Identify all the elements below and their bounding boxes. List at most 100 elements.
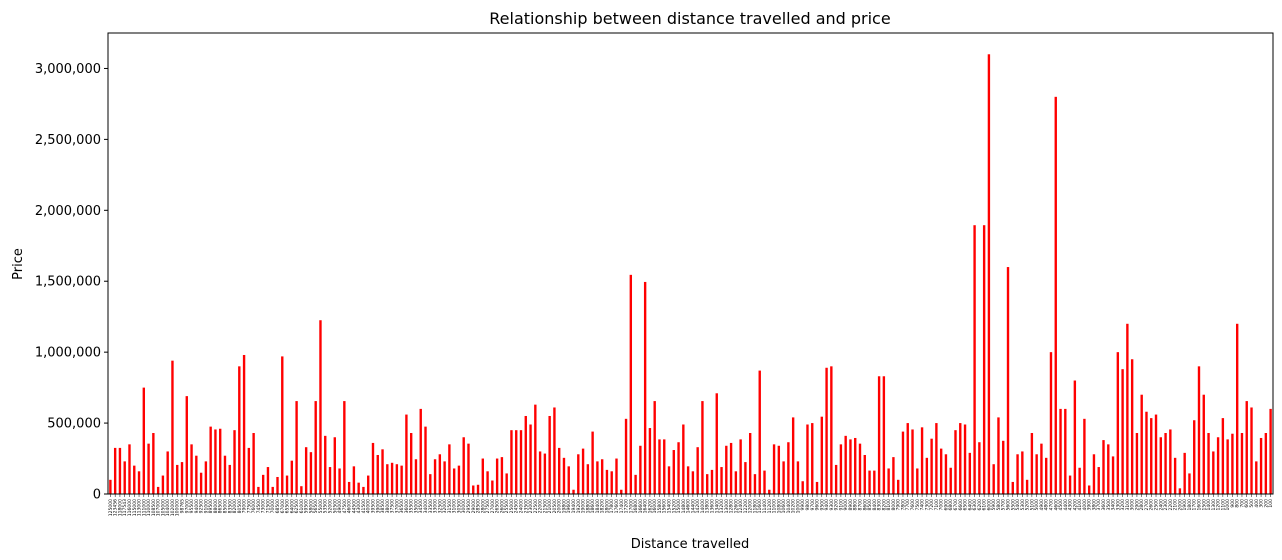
bar — [324, 435, 327, 494]
bar — [1221, 418, 1225, 494]
x-tick-label: 37500 — [390, 499, 396, 513]
x-tick-label: 11800 — [752, 499, 758, 513]
bar — [682, 424, 685, 494]
bar — [620, 489, 623, 494]
bar — [333, 437, 336, 494]
bar — [486, 471, 489, 494]
bar — [663, 439, 666, 494]
x-tick-label: 13400 — [714, 499, 720, 513]
x-tick-label: 2500 — [1154, 499, 1160, 511]
x-tick-label: 6800 — [948, 499, 954, 511]
bar — [897, 479, 900, 494]
x-tick-label: 17400 — [619, 499, 625, 513]
x-tick-label: 17200 — [624, 499, 630, 513]
x-tick-label: 92500 — [199, 499, 205, 513]
x-tick-label: 7000 — [939, 499, 945, 511]
bar — [156, 486, 160, 494]
x-tick-label: 3600 — [1101, 499, 1107, 511]
bar — [973, 225, 976, 494]
x-tick-label: 107000 — [156, 499, 162, 516]
bar — [706, 474, 709, 494]
x-tick-label: 38500 — [380, 499, 386, 513]
bar — [1202, 394, 1205, 494]
x-tick-label: 67000 — [280, 499, 286, 513]
x-tick-label: 80500 — [237, 499, 243, 513]
x-tick-label: 1400 — [1206, 499, 1212, 511]
bar — [386, 464, 389, 494]
x-tick-label: 6400 — [967, 499, 973, 511]
bar — [338, 468, 341, 494]
x-tick-label: 113000 — [137, 499, 143, 516]
bar — [457, 465, 461, 494]
bar — [1025, 479, 1029, 494]
bar — [429, 474, 432, 494]
x-tick-label: 4400 — [1063, 499, 1069, 511]
bar — [849, 439, 852, 494]
x-tick-label: 12200 — [743, 499, 749, 513]
x-tick-label: 24000 — [519, 499, 525, 513]
bar — [1255, 461, 1258, 494]
x-tick-label: 86500 — [218, 499, 224, 513]
x-tick-label: 6300 — [972, 499, 978, 511]
x-tick-label: 6600 — [958, 499, 964, 511]
x-tick-label: 8200 — [881, 499, 887, 511]
x-tick-label: 14800 — [681, 499, 687, 513]
x-tick-label: 10800 — [776, 499, 782, 513]
bar — [395, 464, 399, 494]
bar — [686, 466, 690, 494]
bar — [142, 387, 146, 494]
x-tick-label: 4900 — [1039, 499, 1045, 511]
x-tick-label: 20000 — [557, 499, 563, 513]
x-tick-label: 9600 — [815, 499, 821, 511]
x-tick-label: 49000 — [337, 499, 343, 513]
x-tick-label: 800 — [1235, 499, 1241, 508]
x-tick-label: 23500 — [523, 499, 529, 513]
bar — [624, 418, 628, 494]
x-tick-label: 6500 — [963, 499, 969, 511]
x-tick-label: 18600 — [590, 499, 596, 513]
bar — [796, 461, 800, 494]
bar — [123, 461, 126, 494]
bar — [443, 461, 446, 494]
x-tick-label: 13000 — [724, 499, 730, 513]
bar — [190, 444, 193, 494]
bar — [920, 427, 924, 494]
bar — [176, 464, 179, 494]
bar — [180, 462, 184, 494]
x-tick-label: 16800 — [633, 499, 639, 513]
bar — [538, 451, 542, 494]
x-tick-label: 27500 — [485, 499, 491, 513]
bar — [978, 442, 981, 494]
bar — [653, 401, 656, 494]
bar — [452, 468, 456, 494]
bar — [1121, 369, 1124, 494]
bar — [133, 465, 136, 494]
bar — [390, 462, 394, 494]
x-tick-label: 26500 — [495, 499, 501, 513]
x-tick-label: 8100 — [886, 499, 892, 511]
bar — [266, 467, 270, 494]
x-tick-label: 73000 — [261, 499, 267, 513]
x-tick-label: 2900 — [1134, 499, 1140, 511]
x-tick-label: 77500 — [246, 499, 252, 513]
x-tick-label: 10200 — [791, 499, 797, 513]
bar — [586, 464, 590, 494]
bar — [1250, 407, 1253, 494]
x-tick-label: 102000 — [170, 499, 176, 516]
bar — [1245, 401, 1248, 494]
bar — [147, 443, 150, 494]
x-tick-label: 88000 — [213, 499, 219, 513]
bar — [328, 467, 332, 494]
x-tick-label: 4000 — [1082, 499, 1088, 511]
bar — [1049, 352, 1053, 494]
bar — [1035, 454, 1038, 494]
bar — [992, 464, 995, 494]
bar — [510, 430, 513, 494]
x-tick-label: 4800 — [1044, 499, 1050, 511]
bar — [868, 470, 871, 494]
x-tick-label: 32000 — [442, 499, 448, 513]
bar — [1002, 440, 1005, 494]
bar — [118, 447, 122, 494]
x-tick-label: 117543 — [122, 499, 128, 516]
bar — [543, 453, 547, 494]
